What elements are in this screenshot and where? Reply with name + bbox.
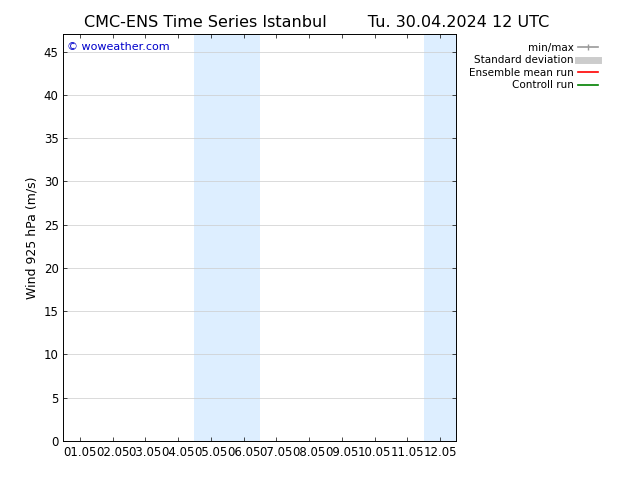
- Text: © woweather.com: © woweather.com: [67, 43, 170, 52]
- Bar: [195, 34, 260, 441]
- Bar: [424, 34, 489, 441]
- Legend: min/max, Standard deviation, Ensemble mean run, Controll run: min/max, Standard deviation, Ensemble me…: [465, 40, 602, 94]
- Y-axis label: Wind 925 hPa (m/s): Wind 925 hPa (m/s): [25, 176, 38, 299]
- Text: CMC-ENS Time Series Istanbul        Tu. 30.04.2024 12 UTC: CMC-ENS Time Series Istanbul Tu. 30.04.2…: [84, 15, 550, 30]
